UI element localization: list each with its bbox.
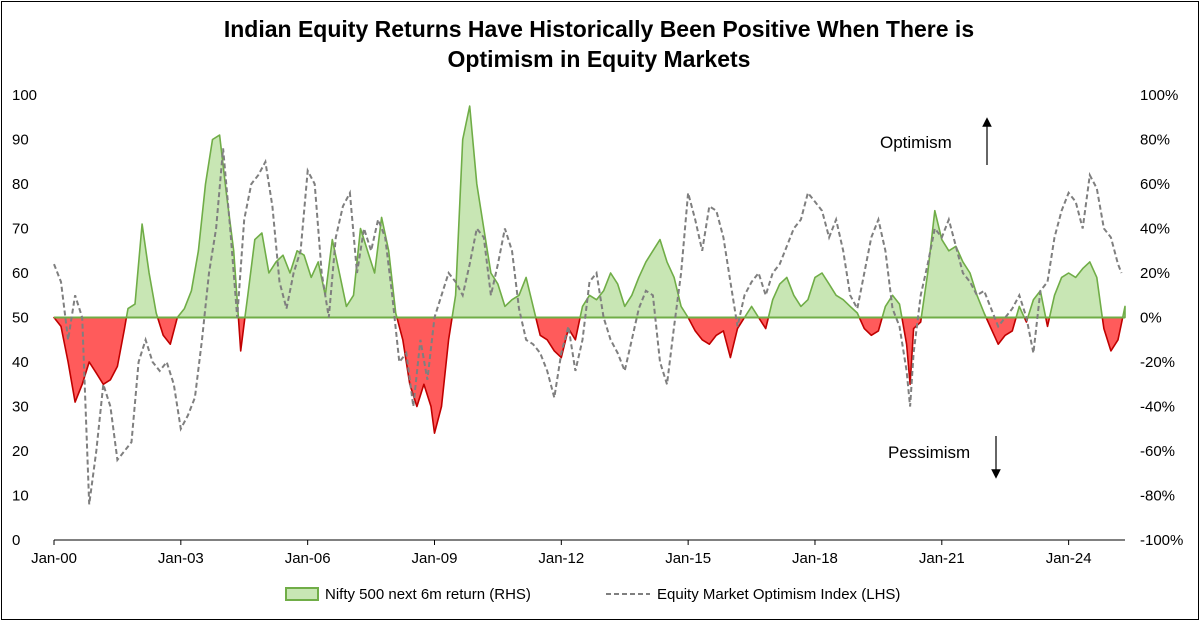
- left-tick-label: 40: [12, 354, 29, 371]
- right-tick-label: -80%: [1140, 488, 1175, 505]
- positive-return-area: [767, 272, 861, 319]
- left-tick-label: 70: [12, 221, 29, 238]
- pessimism-label: Pessimism: [888, 443, 970, 462]
- x-axis: Jan-00 Jan-03 Jan-06 Jan-09 Jan-12 Jan-15 Jan-…: [31, 539, 1125, 567]
- x-tick-label: Jan-06: [285, 550, 331, 567]
- x-tick-label: Jan-24: [1046, 550, 1092, 567]
- x-tick-label: Jan-15: [665, 550, 711, 567]
- negative-return-area: [1044, 316, 1051, 328]
- positive-return-area: [1048, 261, 1104, 319]
- negative-return-area: [757, 316, 770, 330]
- plot-area: [53, 105, 1126, 505]
- negative-return-area: [156, 316, 179, 345]
- left-tick-label: 30: [12, 399, 29, 416]
- positive-return-area: [176, 134, 240, 319]
- return-area-layer: [53, 105, 1126, 434]
- positive-return-area: [451, 105, 537, 319]
- left-tick-label: 10: [12, 488, 29, 505]
- negative-return-area: [396, 316, 453, 434]
- positive-return-area: [743, 305, 760, 319]
- chart-title: Indian Equity Returns Have Historically …: [0, 14, 1198, 74]
- positive-return-area: [125, 223, 159, 319]
- right-tick-label: 40%: [1140, 221, 1170, 238]
- right-tick-label: 60%: [1140, 176, 1170, 193]
- right-tick-label: 100%: [1140, 87, 1178, 104]
- optimism-label: Optimism: [880, 133, 952, 152]
- negative-return-area: [237, 316, 246, 352]
- positive-return-area: [244, 216, 398, 319]
- left-tick-label: 90: [12, 132, 29, 149]
- positive-return-area: [1015, 305, 1026, 319]
- positive-return-area: [579, 238, 689, 319]
- right-tick-label: -40%: [1140, 399, 1175, 416]
- legend-label-returns: Nifty 500 next 6m return (RHS): [325, 586, 531, 603]
- legend-label-optimism: Equity Market Optimism Index (LHS): [657, 586, 900, 603]
- right-tick-label: 80%: [1140, 132, 1170, 149]
- left-tick-label: 60: [12, 265, 29, 282]
- left-axis: 0 10 20 30 40 50 60 70 80 90 100: [12, 87, 37, 549]
- x-tick-label: Jan-21: [919, 550, 965, 567]
- positive-return-area: [920, 209, 987, 319]
- right-tick-label: 0%: [1140, 310, 1162, 327]
- right-tick-label: 20%: [1140, 265, 1170, 282]
- right-axis: -100% -80% -60% -40% -20% 0% 20% 40% 60% 80% 100%: [1140, 87, 1183, 549]
- negative-return-area: [687, 316, 746, 359]
- positive-return-area: [1027, 290, 1047, 319]
- right-tick-label: -100%: [1140, 532, 1183, 549]
- left-tick-label: 80: [12, 176, 29, 193]
- right-tick-label: -60%: [1140, 443, 1175, 460]
- optimism-index-line: [53, 148, 1123, 505]
- negative-return-area: [1101, 316, 1124, 352]
- x-tick-label: Jan-03: [158, 550, 204, 567]
- left-tick-label: 50: [12, 310, 29, 327]
- negative-return-area: [53, 316, 128, 403]
- chart-title-line-1: Indian Equity Returns Have Historically …: [223, 16, 975, 42]
- x-tick-label: Jan-09: [412, 550, 458, 567]
- negative-return-area: [858, 316, 883, 337]
- legend: Nifty 500 next 6m return (RHS) Equity Ma…: [285, 586, 900, 603]
- left-tick-label: 20: [12, 443, 29, 460]
- x-tick-label: Jan-00: [31, 550, 77, 567]
- annotations: Optimism Pessimism: [880, 117, 1001, 479]
- chart-title-line-2: Optimism in Equity Markets: [447, 46, 751, 72]
- right-tick-label: -20%: [1140, 354, 1175, 371]
- left-tick-label: 100: [12, 87, 37, 104]
- legend-swatch-returns: [285, 587, 319, 601]
- x-tick-label: Jan-18: [792, 550, 838, 567]
- left-tick-label: 0: [12, 532, 20, 549]
- x-tick-label: Jan-12: [538, 550, 584, 567]
- negative-return-area: [535, 316, 581, 359]
- positive-return-area: [1121, 305, 1126, 319]
